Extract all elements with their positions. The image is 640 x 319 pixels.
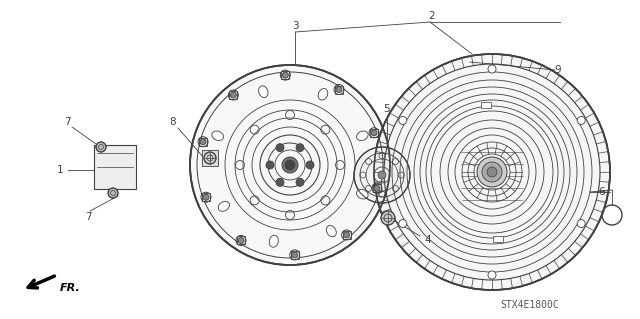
Text: FR.: FR. bbox=[60, 283, 81, 293]
Circle shape bbox=[204, 152, 216, 164]
Ellipse shape bbox=[269, 235, 278, 247]
Circle shape bbox=[381, 211, 395, 225]
Circle shape bbox=[108, 188, 118, 198]
Circle shape bbox=[371, 130, 377, 136]
Circle shape bbox=[203, 194, 209, 200]
Bar bbox=[199, 138, 207, 146]
Circle shape bbox=[190, 65, 390, 265]
Text: 3: 3 bbox=[292, 21, 298, 31]
Text: 9: 9 bbox=[555, 65, 561, 75]
Circle shape bbox=[306, 161, 314, 169]
Circle shape bbox=[487, 167, 497, 177]
Bar bbox=[342, 231, 351, 239]
Circle shape bbox=[238, 237, 244, 243]
Circle shape bbox=[96, 142, 106, 152]
Circle shape bbox=[292, 252, 298, 258]
Bar bbox=[481, 102, 491, 108]
Circle shape bbox=[354, 147, 410, 203]
Circle shape bbox=[399, 219, 407, 227]
Circle shape bbox=[276, 178, 284, 186]
Text: STX4E1800C: STX4E1800C bbox=[500, 300, 559, 310]
Text: 7: 7 bbox=[64, 117, 70, 127]
Circle shape bbox=[374, 54, 610, 290]
Circle shape bbox=[266, 161, 274, 169]
Circle shape bbox=[482, 162, 502, 182]
Bar bbox=[282, 71, 289, 79]
Text: 2: 2 bbox=[429, 11, 435, 21]
Circle shape bbox=[285, 160, 295, 170]
Ellipse shape bbox=[259, 86, 268, 98]
Circle shape bbox=[344, 232, 349, 238]
Ellipse shape bbox=[356, 131, 368, 141]
Ellipse shape bbox=[212, 131, 223, 141]
Text: 4: 4 bbox=[424, 235, 431, 245]
Circle shape bbox=[200, 139, 206, 145]
Circle shape bbox=[577, 219, 585, 227]
Ellipse shape bbox=[356, 189, 368, 199]
Bar bbox=[237, 236, 245, 244]
Bar bbox=[202, 193, 210, 201]
Bar bbox=[229, 91, 237, 99]
Ellipse shape bbox=[326, 226, 336, 237]
Circle shape bbox=[488, 65, 496, 73]
Bar bbox=[94, 145, 136, 189]
Circle shape bbox=[296, 178, 304, 186]
Circle shape bbox=[577, 116, 585, 124]
Text: 1: 1 bbox=[56, 165, 63, 175]
Circle shape bbox=[488, 271, 496, 279]
Text: 7: 7 bbox=[84, 212, 92, 222]
Bar bbox=[335, 85, 343, 93]
Bar bbox=[370, 129, 378, 137]
Circle shape bbox=[477, 157, 507, 187]
Bar bbox=[291, 251, 299, 259]
Circle shape bbox=[282, 72, 288, 78]
Bar bbox=[493, 236, 503, 242]
Circle shape bbox=[374, 185, 380, 191]
Circle shape bbox=[399, 116, 407, 124]
Circle shape bbox=[378, 171, 386, 179]
Text: 5: 5 bbox=[384, 104, 390, 114]
Circle shape bbox=[282, 157, 298, 173]
Text: 6: 6 bbox=[598, 187, 605, 197]
Circle shape bbox=[230, 92, 236, 98]
Circle shape bbox=[336, 86, 342, 93]
Ellipse shape bbox=[218, 201, 230, 211]
Ellipse shape bbox=[318, 89, 328, 100]
Circle shape bbox=[296, 144, 304, 152]
Bar bbox=[202, 150, 218, 166]
Bar bbox=[373, 184, 381, 192]
Circle shape bbox=[276, 144, 284, 152]
Text: 8: 8 bbox=[170, 117, 176, 127]
